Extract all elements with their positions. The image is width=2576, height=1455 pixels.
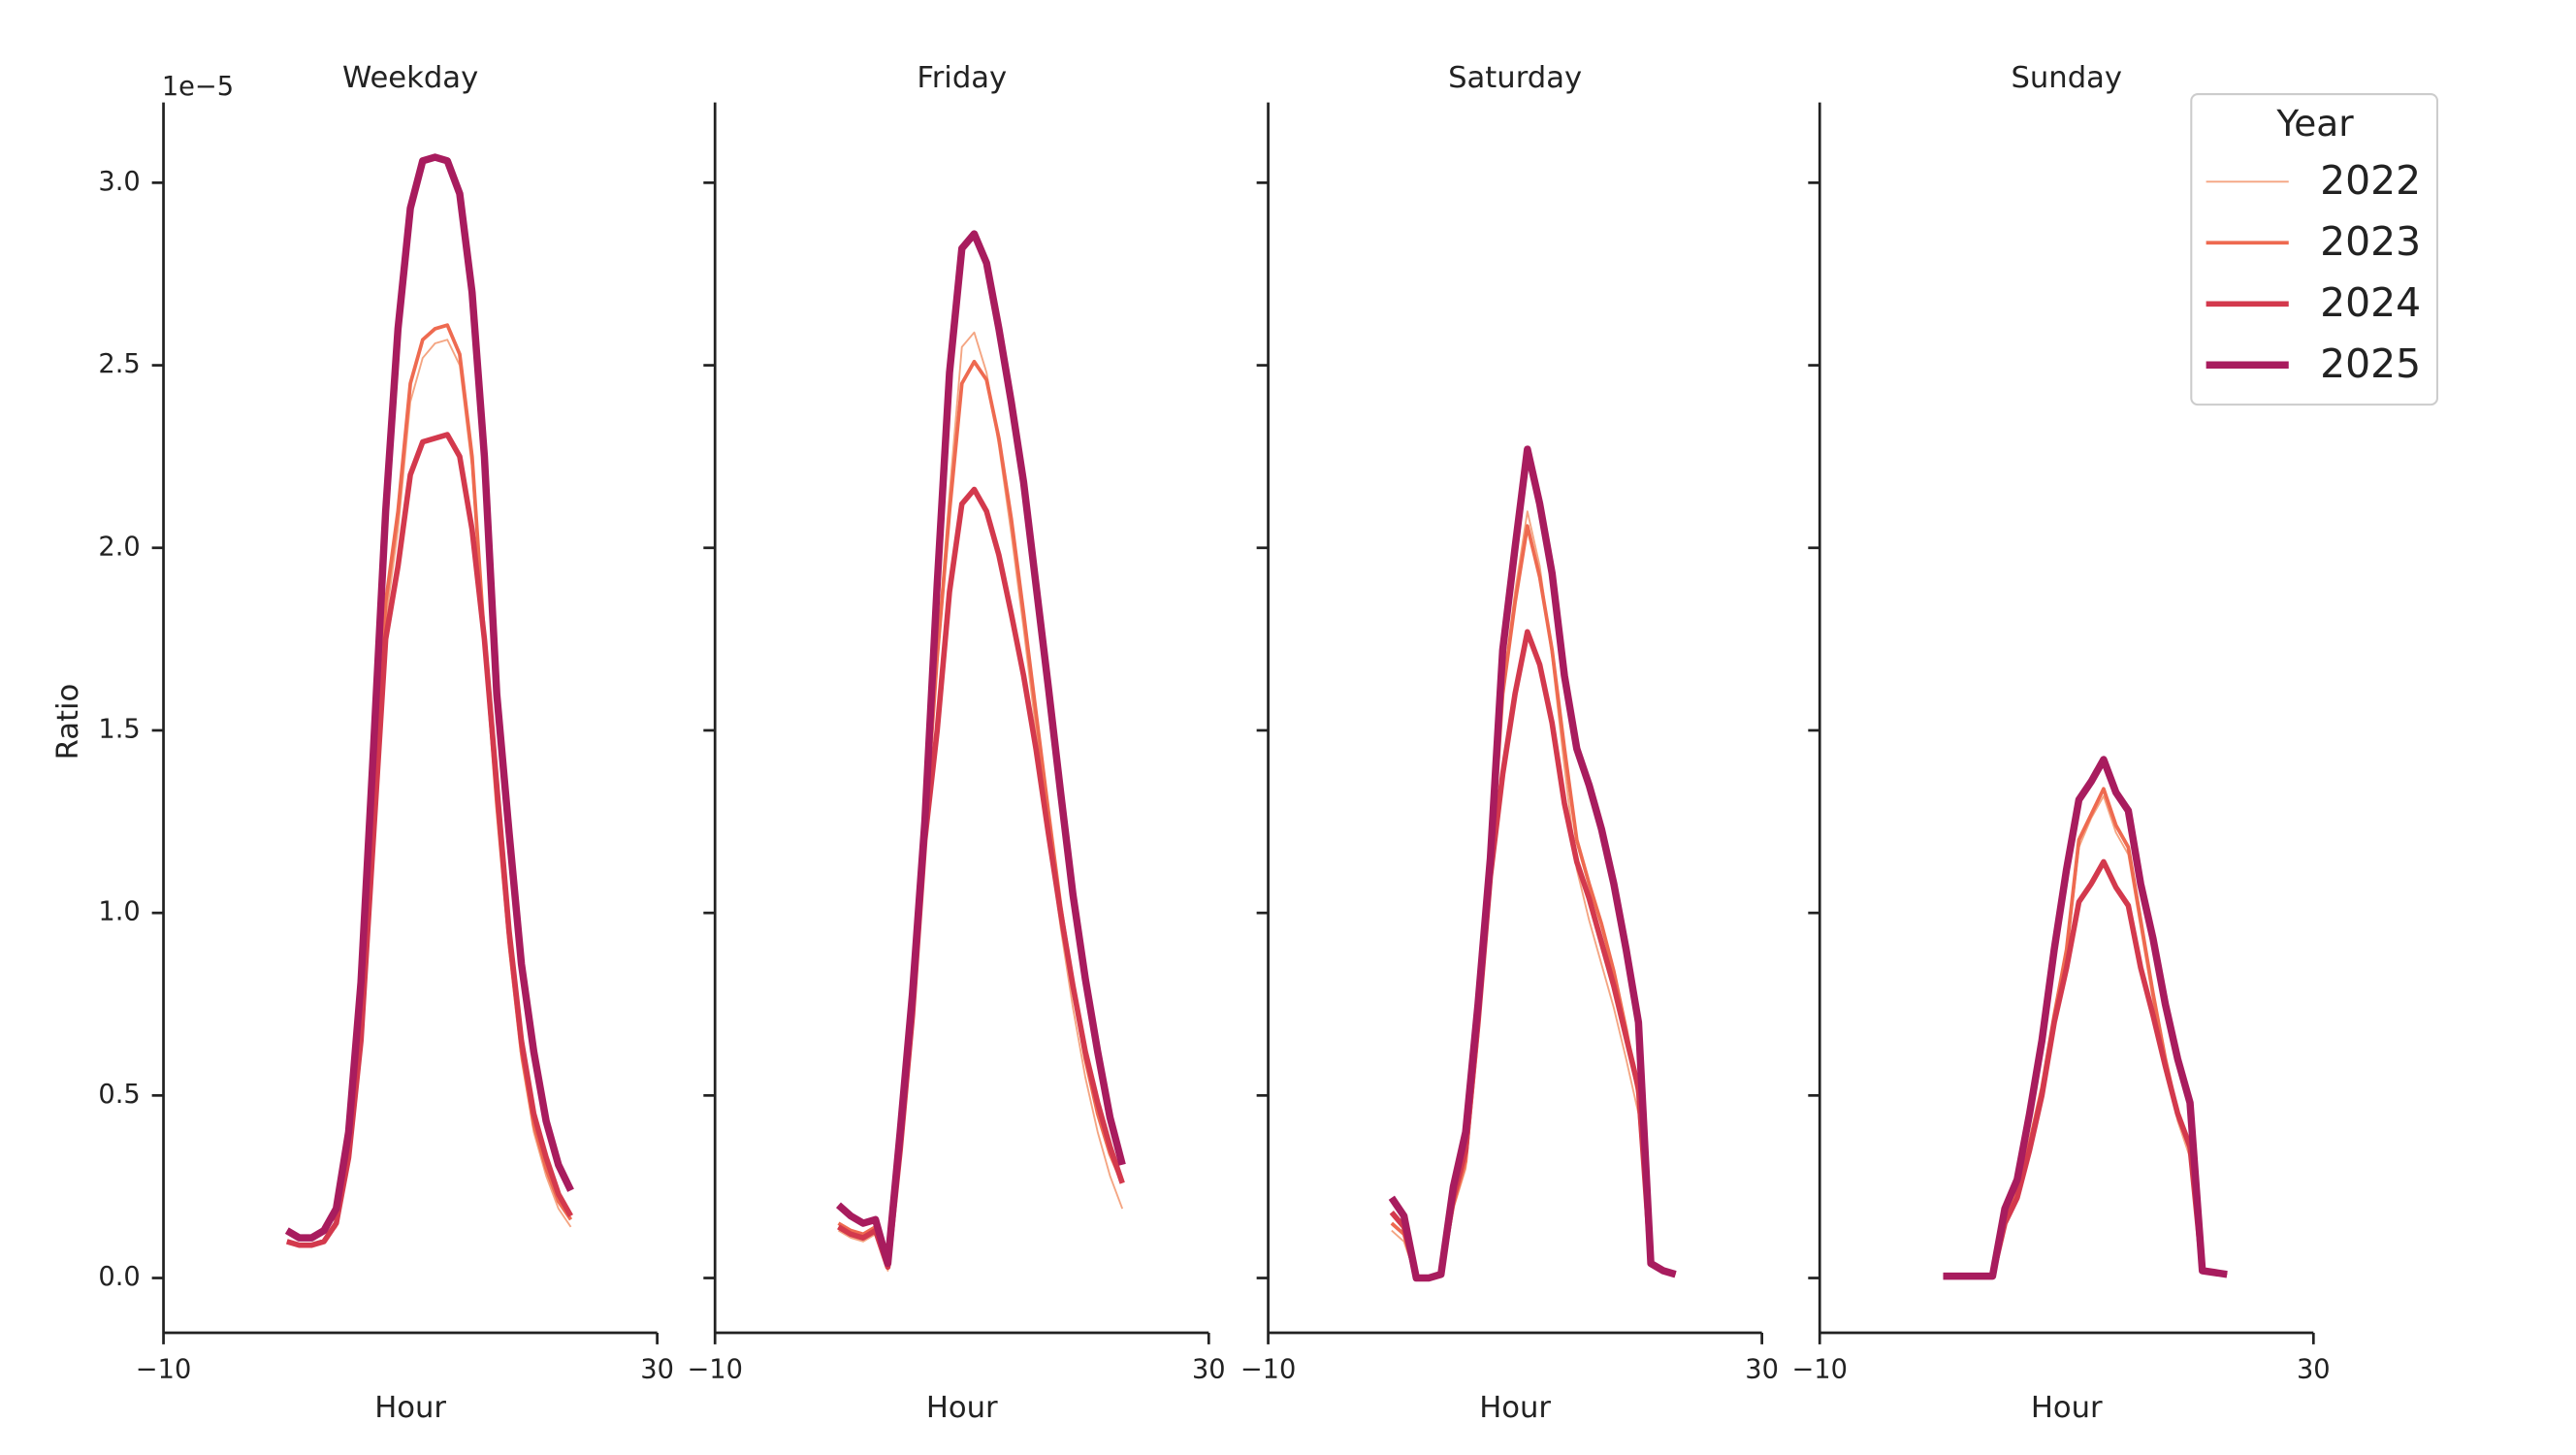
x-axis-label: Hour [2031,1391,2103,1425]
data-line [286,339,572,1246]
data-line [284,153,574,1242]
legend-label: 2023 [2320,218,2421,265]
panel-title: Weekday [342,61,478,95]
data-line [1390,524,1677,1280]
y-tick-label: 1.0 [98,897,140,927]
data-line [1391,510,1676,1279]
data-line [1943,756,2228,1280]
x-tick-label: −10 [136,1355,191,1385]
y-tick-label: 2.0 [98,532,140,562]
x-tick-label: −10 [687,1355,742,1385]
legend-label: 2022 [2320,157,2421,204]
y-tick-label: 3.0 [98,167,140,197]
data-line [837,486,1125,1271]
y-tick-label: 0.5 [98,1080,140,1110]
x-axis-label: Hour [374,1391,446,1425]
legend-label: 2025 [2320,340,2421,387]
y-tick-label: 2.5 [98,349,140,379]
y-offset-label: 1e−5 [162,72,234,102]
x-tick-label: 30 [1745,1355,1779,1385]
x-tick-label: 30 [2297,1355,2331,1385]
data-line [1943,787,2228,1278]
x-axis-label: Hour [926,1391,998,1425]
data-line [1943,858,2228,1279]
legend-box [2190,93,2439,406]
legend-title: Year [2275,102,2354,145]
y-axis-label: Ratio [51,684,85,760]
y-tick-label: 0.0 [98,1262,140,1292]
data-line [1943,794,2228,1277]
data-line [1389,629,1677,1281]
panel-title: Saturday [1448,61,1582,95]
data-line [1388,445,1677,1282]
y-tick-label: 1.5 [98,714,140,744]
x-tick-label: −10 [1791,1355,1847,1385]
panel-title: Sunday [2011,61,2122,95]
data-line [838,331,1124,1272]
legend-label: 2024 [2320,279,2421,326]
x-tick-label: 30 [640,1355,674,1385]
x-tick-label: −10 [1240,1355,1296,1385]
data-line [835,230,1126,1268]
data-line [286,432,573,1248]
data-line [286,323,573,1247]
x-tick-label: 30 [1192,1355,1226,1385]
panel-title: Friday [917,61,1007,95]
x-axis-label: Hour [1479,1391,1551,1425]
